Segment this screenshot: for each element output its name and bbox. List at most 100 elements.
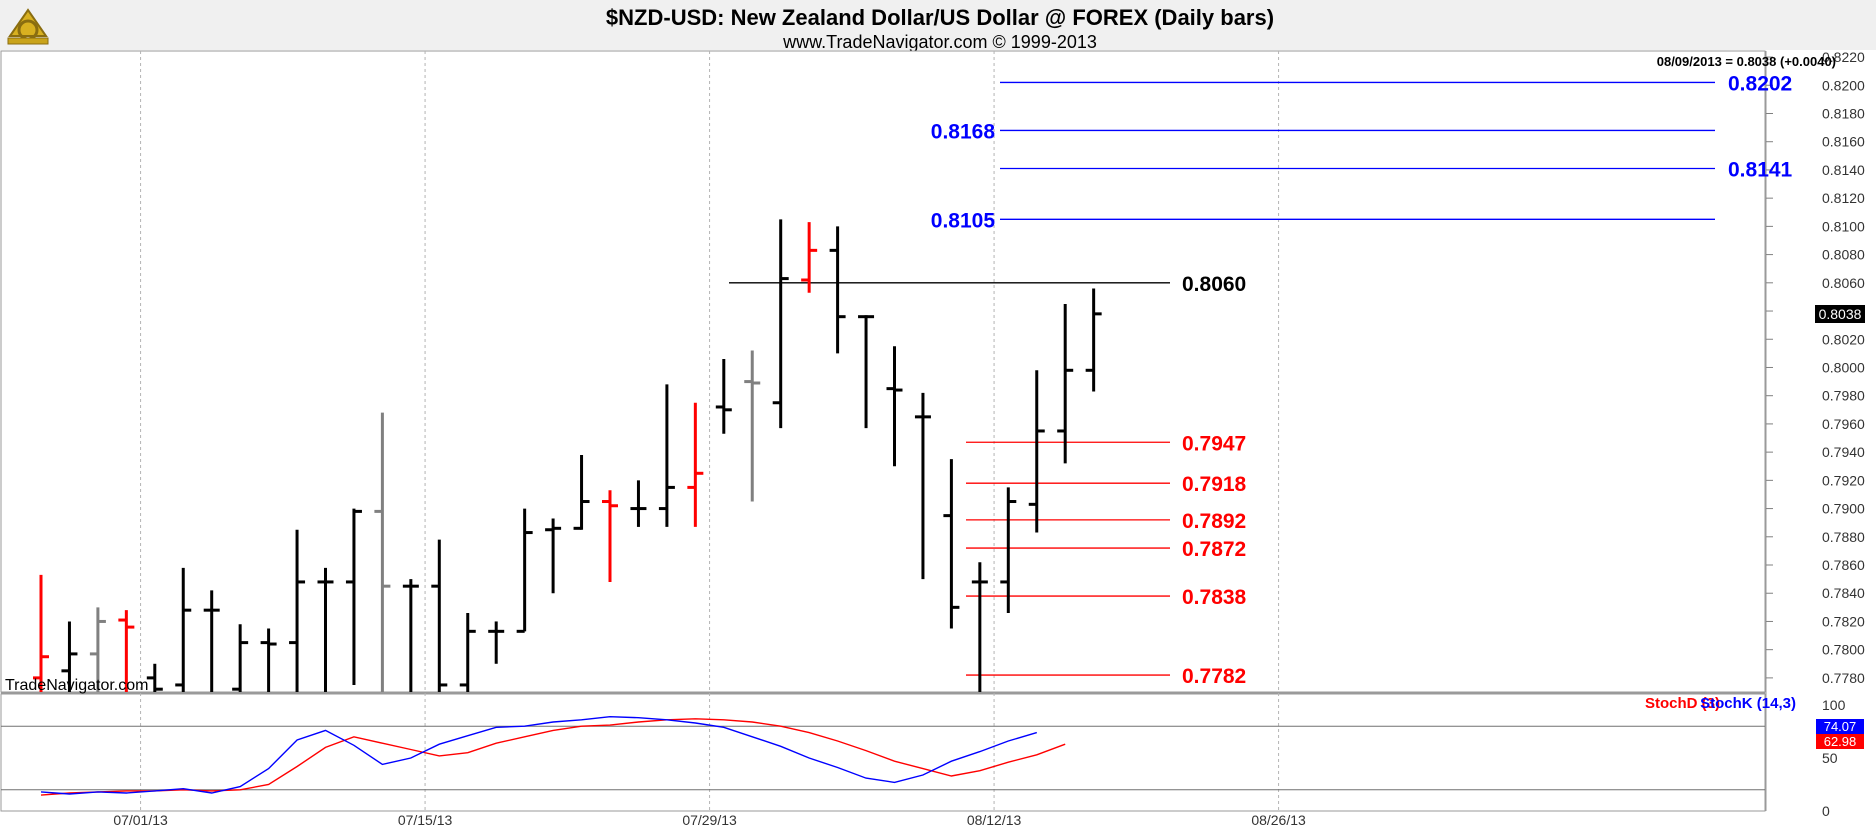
ohlc-bar (545, 518, 562, 594)
ohlc-bar (772, 219, 789, 429)
price-tick-label: 0.7940 (1822, 444, 1865, 460)
level-label: 0.7947 (1182, 432, 1246, 455)
ohlc-bar (118, 610, 135, 692)
price-tick-label: 0.8060 (1822, 275, 1865, 291)
level-label: 0.8168 (931, 120, 996, 143)
price-tick-label: 0.7920 (1822, 472, 1865, 488)
ohlc-bar (829, 226, 846, 354)
stoch-reference-lines (1, 725, 1765, 791)
date-tick-label: 07/15/13 (398, 812, 453, 828)
ohlc-bar (431, 539, 448, 692)
ohlc-bar (89, 607, 106, 692)
price-panel (0, 50, 1766, 693)
watermark: TradeNavigator.com (5, 677, 148, 694)
price-tick-label: 0.8160 (1822, 134, 1865, 150)
ohlc-bar (175, 567, 192, 692)
quote-line: 08/09/2013 = 0.8038 (+0.0040) (1657, 54, 1836, 69)
ohlc-bar (374, 412, 391, 692)
sextant-logo-icon (7, 8, 49, 45)
level-label: 0.8141 (1728, 159, 1793, 182)
price-levels: 0.8202 0.8168 0.8141 0.8105 0.8060 0.7947 0.79… (729, 72, 1793, 688)
ohlc-bar (914, 392, 931, 580)
stoch-tick-label: 100 (1822, 697, 1846, 713)
price-tick-label: 0.8100 (1822, 218, 1865, 234)
ohlc-bar (232, 624, 249, 692)
price-tick-label: 0.8120 (1822, 190, 1865, 206)
price-tick-label: 0.8200 (1822, 77, 1865, 93)
ohlc-bar (61, 621, 78, 692)
price-tick-label: 0.7860 (1822, 557, 1865, 573)
header-band (0, 0, 1876, 50)
price-tick-label: 0.7800 (1822, 642, 1865, 658)
ohlc-bar (801, 222, 818, 293)
date-tick-label: 08/26/13 (1251, 812, 1306, 828)
level-label: 0.7892 (1182, 510, 1246, 533)
ohlc-bar (658, 384, 675, 527)
stoch-d-tag-label: 62.98 (1824, 734, 1857, 749)
ohlc-bar (744, 350, 761, 502)
level-label: 0.7918 (1182, 473, 1247, 496)
last-price-tag-label: 0.8038 (1819, 306, 1862, 322)
ohlc-bars (33, 219, 1102, 692)
chart-title: $NZD-USD: New Zealand Dollar/US Dollar @… (606, 5, 1274, 30)
ohlc-bar (317, 567, 334, 692)
level-label: 0.7872 (1182, 538, 1246, 561)
last-price-tag (1815, 305, 1865, 323)
level-label: 0.8202 (1728, 72, 1792, 95)
ohlc-bar (488, 621, 505, 664)
stoch-tick-label: 0 (1822, 803, 1830, 819)
stoch-line (40, 715, 1037, 795)
date-tick-label: 07/29/13 (682, 812, 737, 828)
ohlc-bar (1085, 288, 1102, 392)
stoch-k-tag (1816, 719, 1864, 734)
price-axis: 0.8220 0.8200 0.8180 0.8160 0.8140 0.8120 0.81… (1766, 49, 1865, 686)
level-label: 0.8105 (931, 209, 996, 232)
vertical-gridlines (140, 51, 1280, 811)
price-tick-label: 0.8180 (1822, 105, 1865, 121)
stoch-k-legend: StochK (14,3) (1700, 695, 1796, 712)
stoch-d-legend: StochD (3) (1645, 695, 1720, 712)
price-tick-label: 0.8220 (1822, 49, 1865, 65)
ohlc-bar (459, 612, 476, 692)
price-tick-label: 0.8140 (1822, 162, 1865, 178)
ohlc-bar (971, 562, 988, 692)
price-tick-label: 0.7880 (1822, 529, 1865, 545)
level-label: 0.7838 (1182, 586, 1247, 609)
stoch-axis: 100 50 0 (1822, 697, 1846, 819)
stoch-series (40, 715, 1066, 796)
stoch-k-tag-label: 74.07 (1824, 719, 1857, 734)
ohlc-bar (1057, 303, 1074, 464)
chart-subtitle: www.TradeNavigator.com © 1999-2013 (782, 32, 1097, 52)
ohlc-bar (402, 579, 419, 692)
date-tick-label: 08/12/13 (967, 812, 1022, 828)
ohlc-bar (886, 346, 903, 467)
stoch-tick-label: 50 (1822, 750, 1838, 766)
price-tick-label: 0.8080 (1822, 247, 1865, 263)
ohlc-bar (715, 359, 732, 434)
price-tick-label: 0.8020 (1822, 331, 1865, 347)
ohlc-bar (573, 454, 590, 530)
stoch-panel (0, 693, 1766, 812)
price-tick-label: 0.8000 (1822, 359, 1865, 375)
price-tick-label: 0.7820 (1822, 613, 1865, 629)
ohlc-bar (203, 590, 220, 692)
ohlc-bar (516, 508, 533, 633)
ohlc-bar (1000, 487, 1017, 613)
level-label: 0.7782 (1182, 665, 1246, 688)
level-label: 0.8060 (1182, 273, 1246, 296)
ohlc-bar (345, 508, 362, 685)
ohlc-bar (687, 402, 704, 527)
ohlc-bar (858, 315, 875, 429)
price-tick-label: 0.7900 (1822, 501, 1865, 517)
price-tick-label: 0.7840 (1822, 585, 1865, 601)
ohlc-bar (602, 490, 618, 582)
ohlc-bar (289, 529, 306, 692)
price-tick-label: 0.7780 (1822, 670, 1865, 686)
ohlc-bar (1028, 370, 1045, 533)
price-tick-label: 0.7980 (1822, 388, 1865, 404)
ohlc-bar (33, 574, 49, 692)
date-axis: 07/01/13 07/15/13 07/29/13 08/12/13 08/26/13 (113, 812, 1306, 828)
ohlc-bar (630, 480, 647, 527)
stoch-d-tag (1816, 734, 1864, 749)
